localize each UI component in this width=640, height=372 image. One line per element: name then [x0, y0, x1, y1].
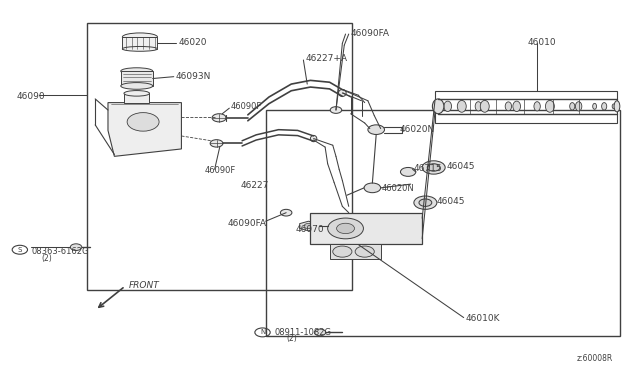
Circle shape — [127, 113, 159, 131]
Polygon shape — [108, 103, 181, 156]
Text: 08911-1082G: 08911-1082G — [274, 328, 331, 337]
Text: (2): (2) — [287, 334, 298, 343]
Text: 46020N: 46020N — [382, 185, 415, 193]
Text: 46010: 46010 — [527, 38, 556, 47]
Text: 46010K: 46010K — [466, 314, 500, 323]
Circle shape — [70, 244, 82, 250]
Circle shape — [280, 209, 292, 216]
Text: 46020: 46020 — [178, 38, 207, 47]
Ellipse shape — [339, 89, 346, 96]
Ellipse shape — [505, 102, 511, 111]
Circle shape — [428, 164, 440, 171]
Ellipse shape — [534, 102, 540, 111]
Circle shape — [304, 224, 313, 229]
Text: 46090F: 46090F — [205, 166, 236, 175]
Ellipse shape — [475, 102, 481, 111]
Text: 46093N: 46093N — [175, 72, 211, 81]
Ellipse shape — [444, 101, 452, 112]
Bar — [121, 71, 153, 86]
Text: FRONT: FRONT — [129, 281, 159, 290]
Text: 46715: 46715 — [414, 164, 442, 173]
Ellipse shape — [575, 102, 582, 111]
Ellipse shape — [614, 101, 620, 112]
Circle shape — [328, 218, 364, 239]
Text: 46045: 46045 — [447, 162, 475, 171]
Circle shape — [401, 167, 416, 176]
Text: 46227: 46227 — [240, 182, 269, 190]
Circle shape — [212, 114, 226, 122]
Circle shape — [355, 246, 374, 257]
Text: 46090F: 46090F — [230, 102, 262, 111]
Text: 46090: 46090 — [17, 92, 45, 101]
Ellipse shape — [122, 33, 157, 41]
Circle shape — [414, 196, 437, 209]
Bar — [330, 244, 381, 259]
Text: (2): (2) — [41, 254, 52, 263]
Ellipse shape — [513, 101, 520, 112]
Ellipse shape — [121, 83, 153, 89]
Bar — [124, 93, 150, 103]
Bar — [87, 23, 352, 290]
Circle shape — [364, 183, 381, 193]
Ellipse shape — [310, 135, 317, 142]
Bar — [435, 92, 617, 123]
Ellipse shape — [593, 103, 596, 109]
Ellipse shape — [122, 46, 157, 51]
Bar — [122, 37, 157, 49]
Text: 46090FA: 46090FA — [227, 219, 266, 228]
Polygon shape — [300, 221, 317, 231]
Bar — [310, 213, 422, 244]
Ellipse shape — [602, 103, 607, 110]
Ellipse shape — [458, 100, 467, 112]
Text: 46227+A: 46227+A — [306, 54, 348, 62]
Circle shape — [419, 199, 432, 206]
Text: 08363-6162G: 08363-6162G — [31, 247, 89, 256]
Text: 46090FA: 46090FA — [351, 29, 390, 38]
Circle shape — [333, 246, 352, 257]
Text: S: S — [18, 247, 22, 253]
Ellipse shape — [570, 103, 575, 110]
Circle shape — [422, 161, 445, 174]
Text: N: N — [260, 329, 265, 336]
Circle shape — [337, 223, 355, 234]
Ellipse shape — [124, 90, 150, 96]
Bar — [266, 110, 620, 336]
Text: 46070: 46070 — [296, 225, 324, 234]
Circle shape — [210, 140, 223, 147]
Ellipse shape — [433, 99, 444, 114]
Ellipse shape — [612, 104, 615, 109]
Circle shape — [330, 107, 342, 113]
Ellipse shape — [545, 100, 554, 112]
Ellipse shape — [480, 100, 489, 112]
Text: 46045: 46045 — [437, 197, 465, 206]
Text: z:60008R: z:60008R — [576, 354, 612, 363]
Circle shape — [314, 329, 326, 336]
Circle shape — [368, 125, 385, 135]
Ellipse shape — [121, 68, 153, 74]
Text: 46020N: 46020N — [400, 125, 435, 134]
